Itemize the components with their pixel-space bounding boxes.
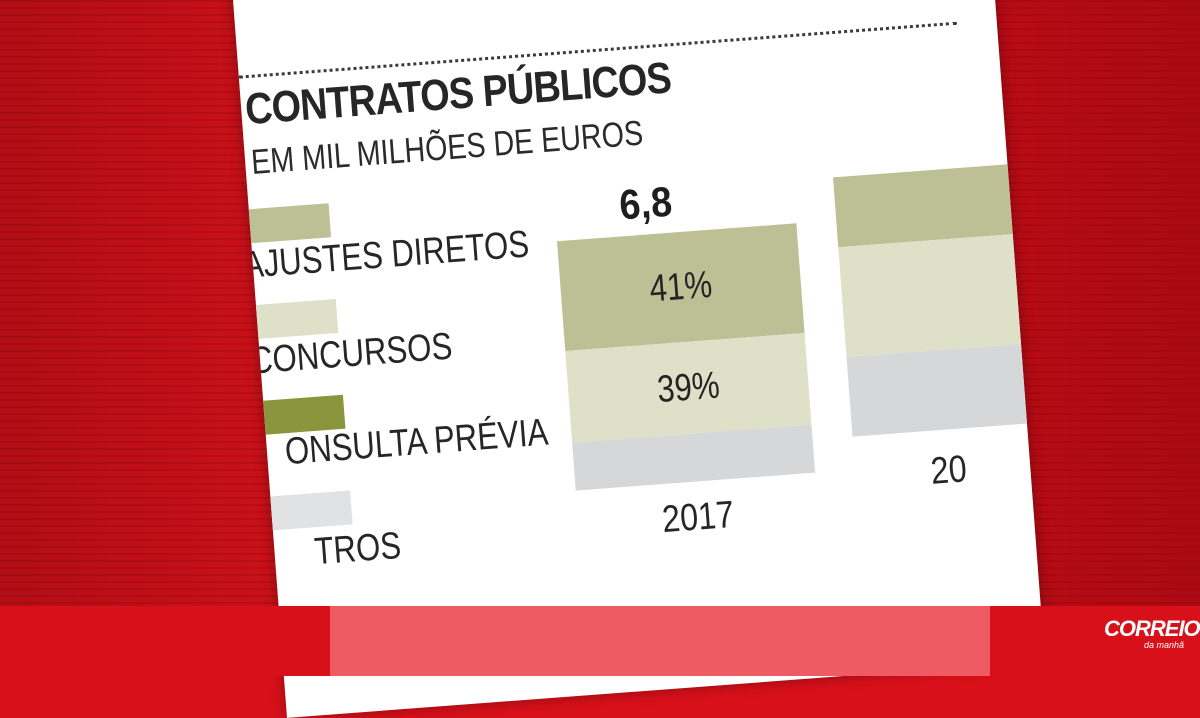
caption-band-right	[990, 606, 1200, 676]
brand-logo-subtext: da manhã	[1143, 640, 1184, 650]
year-label-next: 20	[929, 448, 969, 493]
year-label-2017: 2017	[660, 493, 736, 542]
bar-segment-2017-concursos: 39%	[565, 332, 812, 443]
bar-total-2017: 6,8	[617, 177, 674, 229]
bar-label-2017-concursos: 39%	[655, 364, 722, 411]
caption-band-left	[0, 606, 330, 676]
brand-logo-text: CORREIO	[1104, 616, 1200, 641]
legend-swatch-ajustes	[238, 203, 332, 244]
brand-logo[interactable]: CORREIO da manhã	[1104, 616, 1200, 658]
legend-swatch-concursos	[245, 299, 339, 340]
bar-label-2017-ajustes: 41%	[648, 263, 714, 310]
bar-segment-2017-ajustes: 41%	[557, 223, 805, 351]
legend-label-outros: TROS	[313, 524, 403, 574]
bar-segment-next-concursos	[838, 229, 1045, 357]
legend-swatch-outros	[260, 490, 353, 532]
